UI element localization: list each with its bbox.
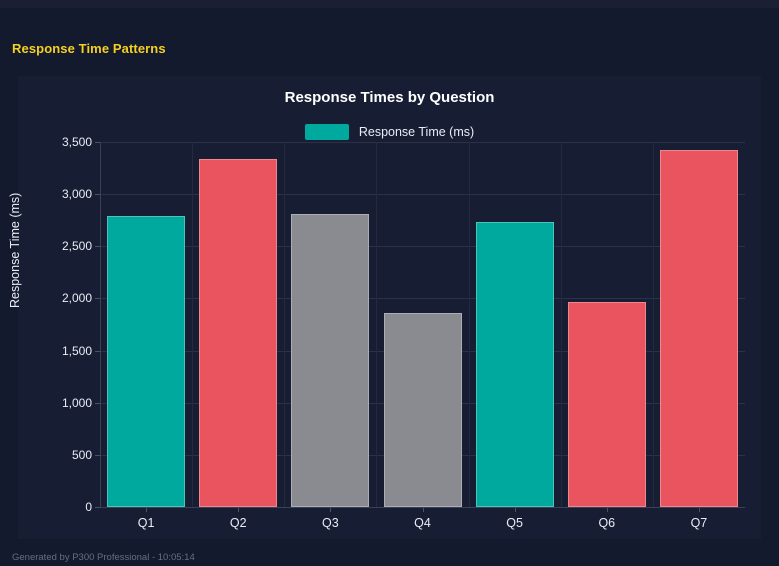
bar-q3[interactable]	[291, 213, 370, 507]
bar-q1[interactable]	[107, 216, 186, 507]
x-gridline	[376, 142, 377, 507]
x-tick-label-q4: Q4	[414, 516, 431, 530]
x-tick-label-q5: Q5	[506, 516, 523, 530]
y-tick-mark	[95, 142, 100, 143]
x-tick-mark	[514, 507, 516, 512]
y-tick-mark	[95, 298, 100, 300]
y-gridline	[100, 298, 745, 300]
chart-card: Response Times by Question Response Time…	[8, 76, 761, 539]
legend-swatch-response-time	[304, 124, 349, 140]
y-tick-label: 2,500	[61, 239, 92, 254]
window-top-strip	[0, 0, 779, 8]
x-tick-mark	[698, 507, 700, 512]
y-tick-mark	[95, 507, 100, 508]
y-tick-mark	[95, 454, 100, 456]
chart-legend: Response Time (ms)	[18, 124, 761, 140]
report-page: Response Time Patterns Response Times by…	[0, 8, 779, 566]
chart-title: Response Times by Question	[284, 89, 495, 106]
footer-caption: Generated by P300 Professional - 10:05:1…	[12, 552, 195, 563]
x-tick-label-q1: Q1	[137, 516, 155, 530]
plot-area: Q1 Q2 Q3 Q4 Q5 Q6 Q7	[95, 142, 745, 530]
x-gridline	[469, 142, 470, 507]
x-gridline	[561, 142, 562, 507]
x-tick-mark	[146, 507, 148, 512]
page-title: Response Time Patterns	[12, 41, 166, 56]
x-tick-mark	[606, 507, 608, 512]
x-gridline	[284, 142, 285, 507]
x-gridline	[653, 142, 654, 507]
y-tick-label: 1,500	[61, 343, 92, 358]
y-tick-label: 500	[71, 447, 92, 462]
y-tick-mark	[95, 350, 100, 352]
legend-label-response-time: Response Time (ms)	[358, 125, 475, 139]
x-tick-label-q7: Q7	[690, 516, 708, 530]
bar-q5[interactable]	[475, 222, 554, 507]
y-gridline	[100, 194, 745, 196]
y-tick-label: 2,000	[61, 291, 92, 306]
y-gridline	[100, 246, 745, 248]
x-tick-label-q6: Q6	[598, 516, 616, 530]
x-axis-line	[100, 507, 745, 508]
bar-q2[interactable]	[199, 158, 278, 507]
y-axis-labels: 0 500 1,000 1,500 2,000 2,500 3,000 3,500	[18, 135, 92, 514]
y-tick-label: 1,000	[61, 395, 92, 410]
bar-q4[interactable]	[383, 313, 462, 507]
y-axis-line	[100, 142, 101, 508]
y-axis-title: Response Time (ms)	[8, 192, 22, 308]
y-tick-mark	[95, 402, 100, 404]
y-gridline	[100, 142, 745, 143]
bar-q7[interactable]	[659, 150, 738, 507]
y-tick-mark	[95, 194, 100, 196]
x-tick-mark	[422, 507, 424, 512]
y-tick-label: 3,000	[61, 187, 92, 202]
x-tick-mark	[330, 507, 332, 512]
bar-q6[interactable]	[567, 301, 646, 507]
y-tick-label: 3,500	[61, 135, 92, 149]
y-tick-label: 0	[85, 500, 92, 514]
x-tick-label-q3: Q3	[322, 516, 339, 530]
x-tick-label-q2: Q2	[229, 516, 247, 530]
y-tick-mark	[95, 246, 100, 248]
x-tick-mark	[238, 507, 240, 512]
x-gridline	[192, 142, 193, 507]
